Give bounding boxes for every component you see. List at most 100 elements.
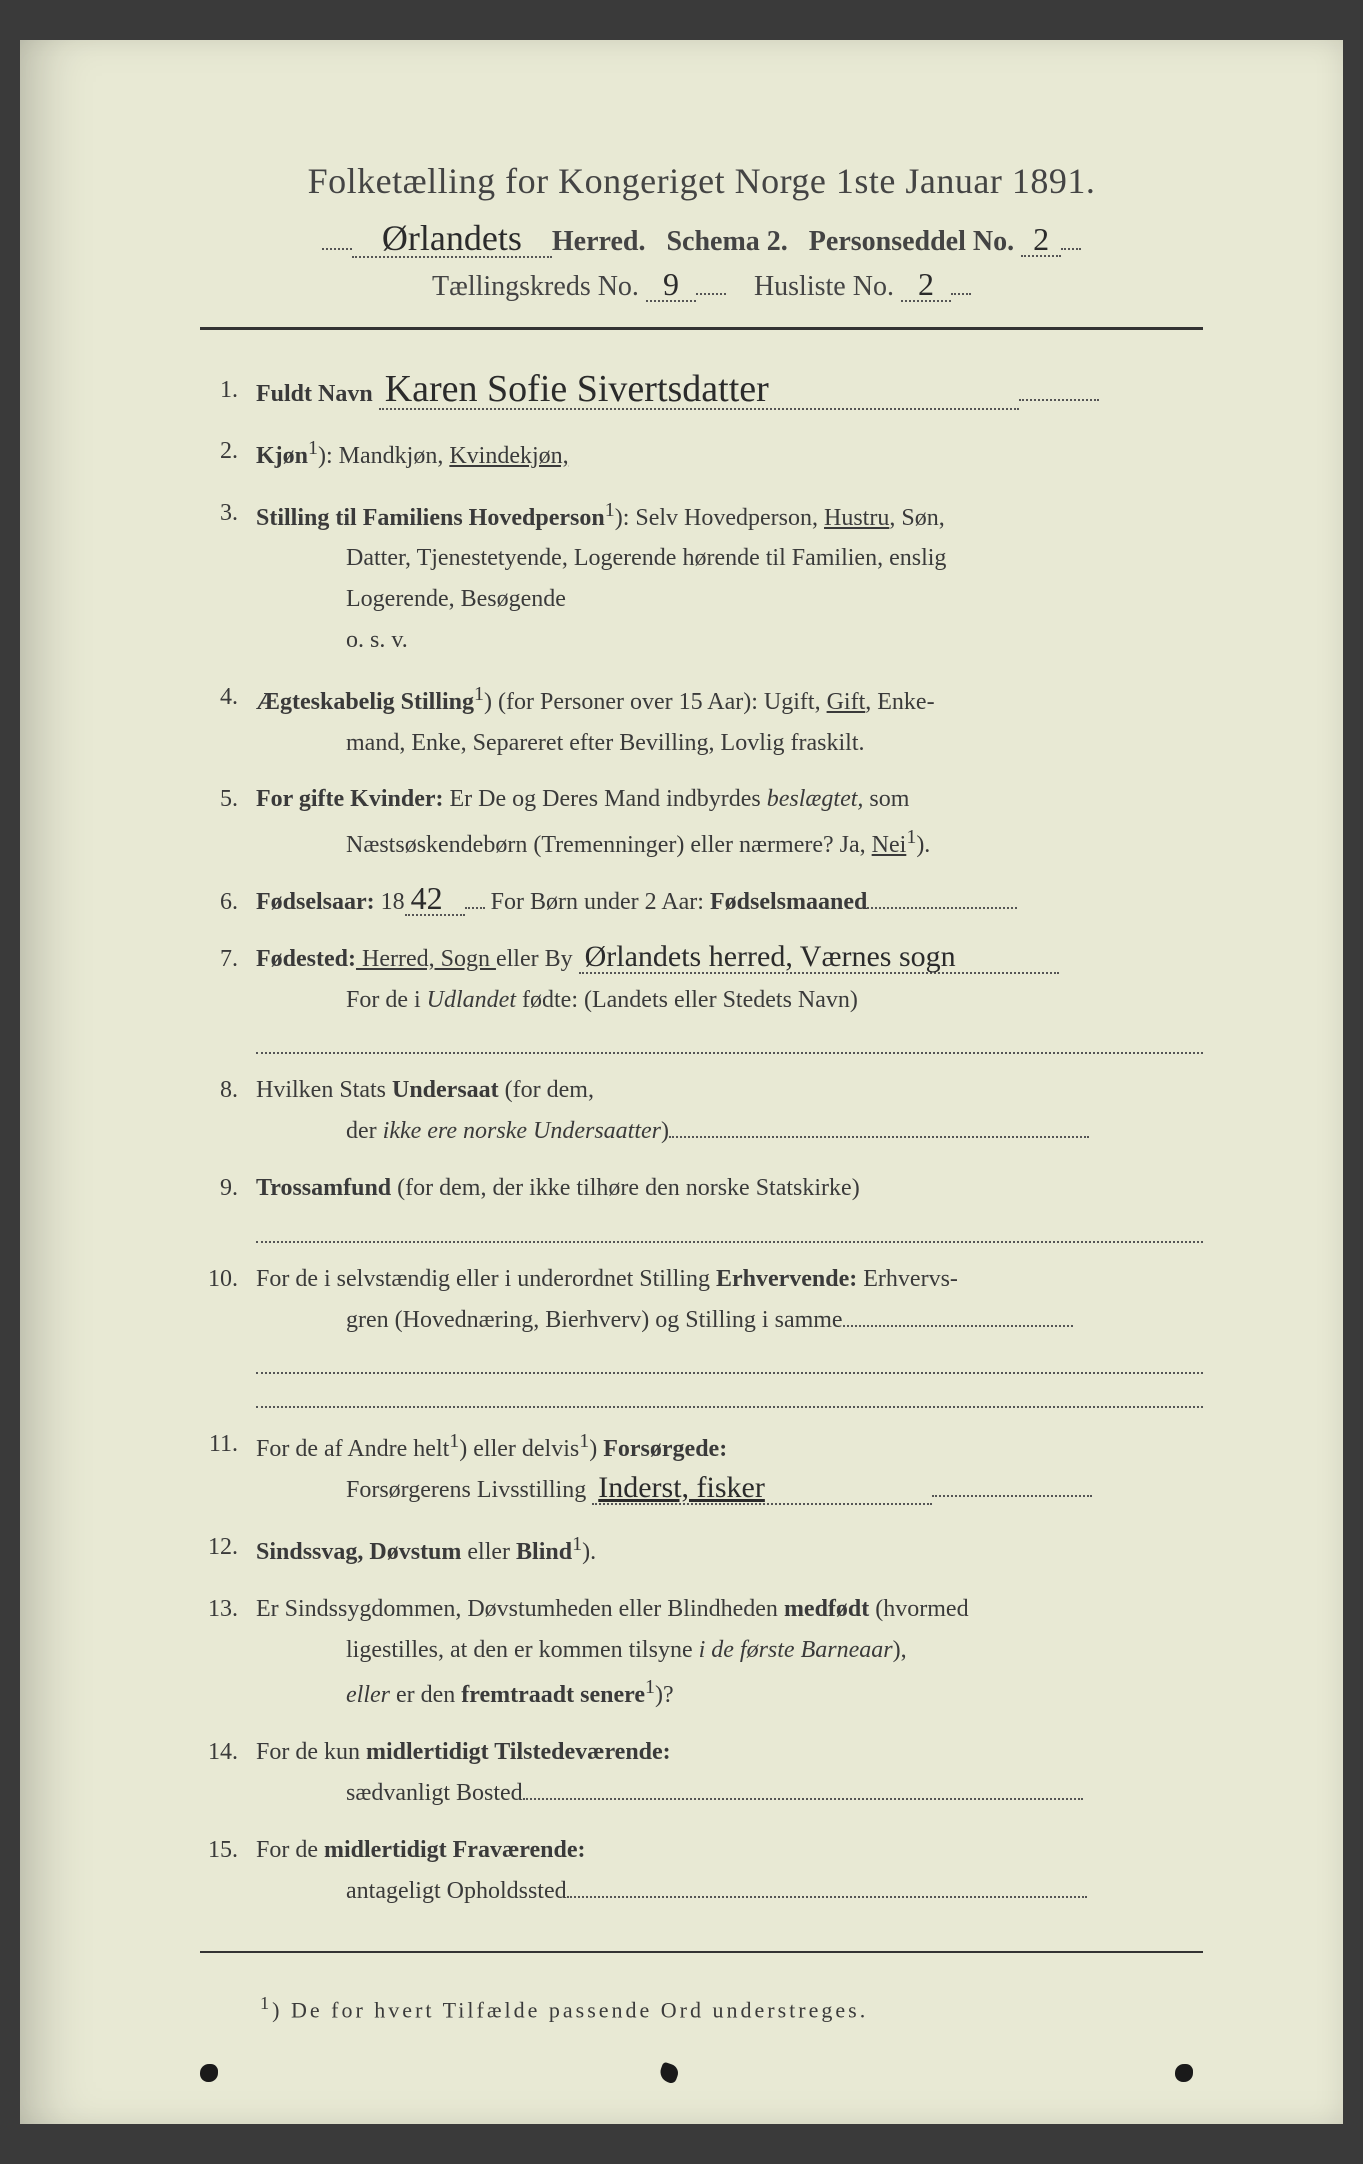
punch-hole-icon bbox=[200, 2064, 218, 2082]
q11-handwritten: Inderst, fisker bbox=[592, 1473, 932, 1505]
dotted-blank-line bbox=[256, 1032, 1203, 1054]
item-number: 14. bbox=[200, 1732, 256, 1814]
dotted-trail bbox=[669, 1136, 1089, 1138]
q13-line2: ligestilles, at den er kommen tilsyne i … bbox=[256, 1630, 1203, 1671]
footnote-ref: 1 bbox=[449, 1430, 459, 1452]
footnote-ref: 1 bbox=[605, 499, 615, 521]
q11-text-a: For de af Andre helt bbox=[256, 1436, 449, 1462]
q13-line3: eller er den fremtraadt senere1)? bbox=[256, 1670, 1203, 1716]
punch-hole-icon bbox=[657, 2061, 680, 2084]
q7-line2-b: fødte: (Landets eller Stedets Navn) bbox=[516, 987, 858, 1013]
q6-text-a: For Børn under 2 Aar: bbox=[485, 889, 710, 915]
item-7: 7. Fødested: Herred, Sogn eller By Ørlan… bbox=[200, 939, 1203, 1055]
dotted-trail bbox=[867, 907, 1017, 909]
q13-text-b: (hvormed bbox=[869, 1596, 968, 1622]
item-3: 3. Stilling til Familiens Hovedperson1):… bbox=[200, 493, 1203, 661]
q5-line2-b: ). bbox=[916, 832, 930, 858]
q15-text-a: For de bbox=[256, 1837, 324, 1863]
dotted-trail bbox=[932, 1495, 1092, 1497]
item-body: Er Sindssygdommen, Døvstumheden eller Bl… bbox=[256, 1589, 1203, 1716]
husliste-no-handwritten: 2 bbox=[901, 268, 951, 302]
q11-text-b: ) eller delvis bbox=[459, 1436, 579, 1462]
item-12: 12. Sindssvag, Døvstum eller Blind1). bbox=[200, 1527, 1203, 1573]
dotted-trail bbox=[1061, 248, 1081, 250]
item-number: 10. bbox=[200, 1259, 256, 1409]
q12-text-b: ). bbox=[582, 1539, 596, 1565]
q5-text-a: Er De og Deres Mand indbyrdes bbox=[444, 786, 767, 812]
q7-handwritten: Ørlandets herred, Værnes sogn bbox=[579, 942, 1059, 974]
q4-line2: mand, Enke, Separeret efter Bevilling, L… bbox=[256, 723, 1203, 764]
q12-bold2: Blind bbox=[516, 1539, 572, 1565]
dotted-trail bbox=[567, 1896, 1087, 1898]
herred-handwritten: Ørlandets bbox=[352, 220, 552, 258]
item-13: 13. Er Sindssygdommen, Døvstumheden elle… bbox=[200, 1589, 1203, 1716]
item-body: For de midlertidigt Fraværende: antageli… bbox=[256, 1830, 1203, 1912]
item-body: For gifte Kvinder: Er De og Deres Mand i… bbox=[256, 779, 1203, 866]
punch-hole-icon bbox=[1175, 2064, 1193, 2082]
footnote-marker: 1 bbox=[260, 1993, 272, 2013]
q8-line2: der ikke ere norske Undersaatter) bbox=[256, 1111, 1203, 1152]
q10-text-a: For de i selvstændig eller i underordnet… bbox=[256, 1266, 716, 1292]
personseddel-no-handwritten: 2 bbox=[1021, 223, 1061, 257]
personseddel-label: Personseddel No. bbox=[809, 226, 1014, 257]
item-number: 7. bbox=[200, 939, 256, 1055]
q10-line2-text: gren (Hovednæring, Bierhverv) og Stillin… bbox=[346, 1307, 843, 1333]
item-body: Sindssvag, Døvstum eller Blind1). bbox=[256, 1527, 1203, 1573]
item-body: Fuldt Navn Karen Sofie Sivertsdatter bbox=[256, 370, 1203, 415]
item-body: Hvilken Stats Undersaat (for dem, der ik… bbox=[256, 1070, 1203, 1152]
q1-label: Fuldt Navn bbox=[256, 381, 373, 407]
q5-line2: Næstsøskendebørn (Tremenninger) eller næ… bbox=[256, 820, 1203, 866]
dotted-blank-line bbox=[256, 1386, 1203, 1408]
q15-line2: antageligt Opholdssted bbox=[256, 1871, 1203, 1912]
q3-underlined: Hustru bbox=[824, 505, 889, 531]
dotted-trail bbox=[696, 293, 726, 295]
q3-line3: Logerende, Besøgende bbox=[256, 579, 1203, 620]
q13-bold2: fremtraadt senere bbox=[461, 1682, 645, 1708]
q8-italic: ikke ere norske Undersaatter bbox=[383, 1118, 661, 1144]
q7-line2: For de i Udlandet fødte: (Landets eller … bbox=[256, 980, 1203, 1021]
q8-text-b: (for dem, bbox=[499, 1077, 594, 1103]
q6-label: Fødselsaar: bbox=[256, 889, 375, 915]
q4-text-b: , Enke- bbox=[865, 689, 934, 715]
q10-bold: Erhvervende: bbox=[716, 1266, 857, 1292]
q14-bold: midlertidigt Tilstedeværende: bbox=[366, 1739, 671, 1765]
q13-line2-b: ), bbox=[893, 1637, 907, 1663]
item-8: 8. Hvilken Stats Undersaat (for dem, der… bbox=[200, 1070, 1203, 1152]
item-11: 11. For de af Andre helt1) eller delvis1… bbox=[200, 1424, 1203, 1511]
dotted-leader bbox=[322, 248, 352, 250]
dotted-trail bbox=[843, 1325, 1073, 1327]
dotted-trail bbox=[1019, 399, 1099, 401]
q7-underlined: Herred, Sogn bbox=[356, 946, 496, 972]
footer-rule bbox=[200, 1951, 1203, 1953]
item-body: Stilling til Familiens Hovedperson1): Se… bbox=[256, 493, 1203, 661]
q6-prefix: 18 bbox=[375, 889, 405, 915]
q11-text-c: ) bbox=[589, 1436, 603, 1462]
item-number: 12. bbox=[200, 1527, 256, 1573]
q3-text-a: ): Selv Hovedperson, bbox=[615, 505, 824, 531]
dotted-blank-line bbox=[256, 1352, 1203, 1374]
q7-text-a: eller By bbox=[496, 946, 573, 972]
footnote-ref: 1 bbox=[308, 437, 318, 459]
item-number: 2. bbox=[200, 431, 256, 477]
item-body: For de af Andre helt1) eller delvis1) Fo… bbox=[256, 1424, 1203, 1511]
header-line-2: ØrlandetsHerred. Schema 2. Personseddel … bbox=[200, 220, 1203, 258]
item-number: 4. bbox=[200, 677, 256, 764]
q3-line4: o. s. v. bbox=[256, 620, 1203, 661]
q11-line2-text: Forsørgerens Livsstilling bbox=[346, 1477, 586, 1503]
footnote-ref: 1 bbox=[474, 683, 484, 705]
item-number: 9. bbox=[200, 1168, 256, 1243]
q5-text-b: som bbox=[863, 786, 909, 812]
footnote: 1) De for hvert Tilfælde passende Ord un… bbox=[200, 1993, 1203, 2023]
footnote-text: ) De for hvert Tilfælde passende Ord und… bbox=[272, 1998, 868, 2023]
q15-bold: midlertidigt Fraværende: bbox=[324, 1837, 586, 1863]
footnote-ref: 1 bbox=[906, 826, 916, 848]
q6-bold2: Fødselsmaaned bbox=[710, 889, 867, 915]
item-4: 4. Ægteskabelig Stilling1) (for Personer… bbox=[200, 677, 1203, 764]
item-body: Fødselsaar: 1842 For Børn under 2 Aar: F… bbox=[256, 882, 1203, 923]
q13-line3-c: )? bbox=[655, 1682, 674, 1708]
q4-label: Ægteskabelig Stilling bbox=[256, 689, 474, 715]
item-6: 6. Fødselsaar: 1842 For Børn under 2 Aar… bbox=[200, 882, 1203, 923]
footnote-ref: 1 bbox=[645, 1676, 655, 1698]
q2-underlined: Kvindekjøn, bbox=[449, 443, 568, 469]
q2-text: ): Mandkjøn, bbox=[318, 443, 449, 469]
